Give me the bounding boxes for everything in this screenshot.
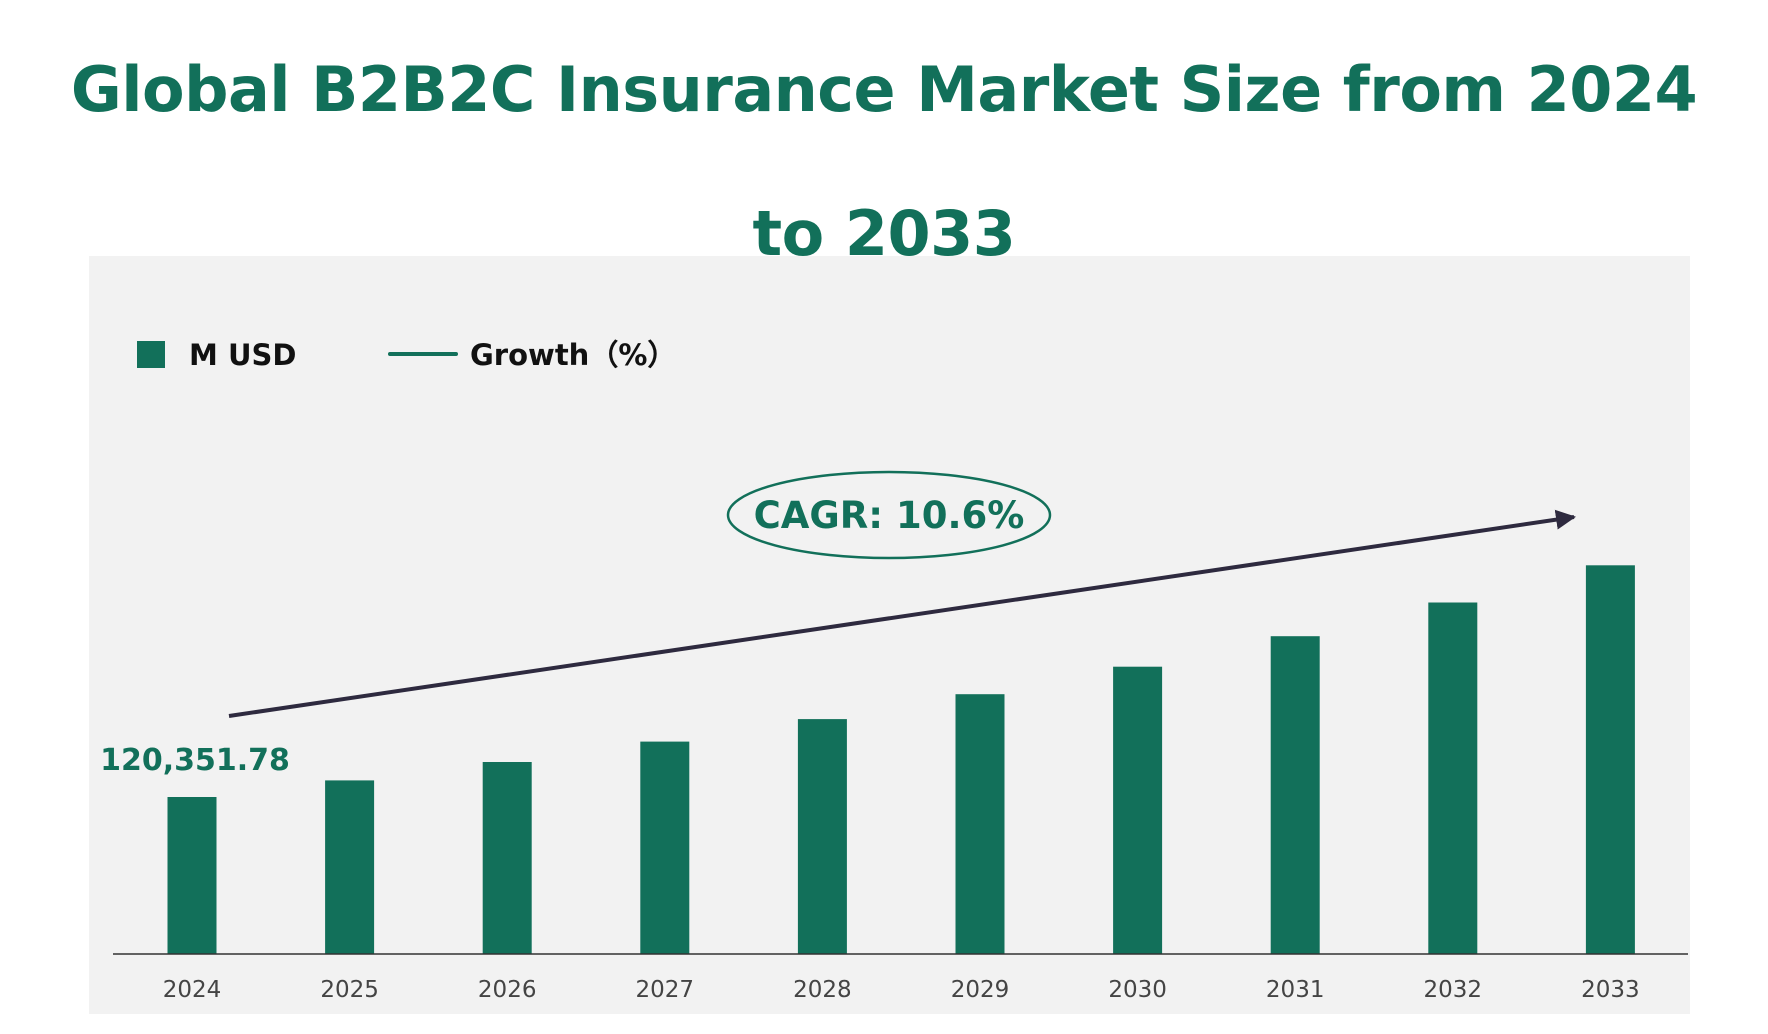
bar-2029 bbox=[955, 694, 1005, 954]
trend-arrow bbox=[228, 509, 1576, 718]
bar-2028 bbox=[797, 719, 847, 954]
bar-2026 bbox=[482, 762, 532, 954]
x-tick-label-2024: 2024 bbox=[163, 977, 222, 1003]
cagr-annotation: CAGR: 10.6% bbox=[754, 494, 1025, 537]
bar-2025 bbox=[325, 780, 375, 954]
bar-2027 bbox=[640, 741, 690, 954]
legend-label-growth: Growth（%） bbox=[470, 338, 676, 372]
bar-2030 bbox=[1113, 666, 1163, 954]
legend-bar-swatch bbox=[137, 341, 165, 368]
x-tick-label-2033: 2033 bbox=[1581, 977, 1640, 1003]
x-tick-label-2026: 2026 bbox=[478, 977, 537, 1003]
bar-2033 bbox=[1585, 565, 1635, 954]
x-axis-ticks: 2024 2025 2026 2027 2028 2029 2030 2031 2032 2033 bbox=[163, 977, 1640, 1003]
bar-2031 bbox=[1270, 636, 1320, 954]
chart-title: Global B2B2C Insurance Market Size from … bbox=[70, 53, 1698, 270]
x-tick-label-2030: 2030 bbox=[1108, 977, 1167, 1003]
legend-label-m-usd: M USD bbox=[189, 338, 296, 372]
x-tick-label-2028: 2028 bbox=[793, 977, 852, 1003]
x-tick-label-2032: 2032 bbox=[1424, 977, 1483, 1003]
bar-2024 bbox=[167, 797, 217, 954]
x-tick-label-2025: 2025 bbox=[320, 977, 379, 1003]
cagr-ellipse bbox=[726, 470, 1052, 560]
bar-series bbox=[167, 565, 1635, 954]
legend: M USD Growth（%） bbox=[137, 338, 676, 372]
data-label-2024: 120,351.78 bbox=[100, 743, 290, 778]
x-tick-label-2027: 2027 bbox=[636, 977, 695, 1003]
bar-2032 bbox=[1428, 602, 1478, 954]
x-tick-label-2031: 2031 bbox=[1266, 977, 1325, 1003]
x-tick-label-2029: 2029 bbox=[951, 977, 1010, 1003]
